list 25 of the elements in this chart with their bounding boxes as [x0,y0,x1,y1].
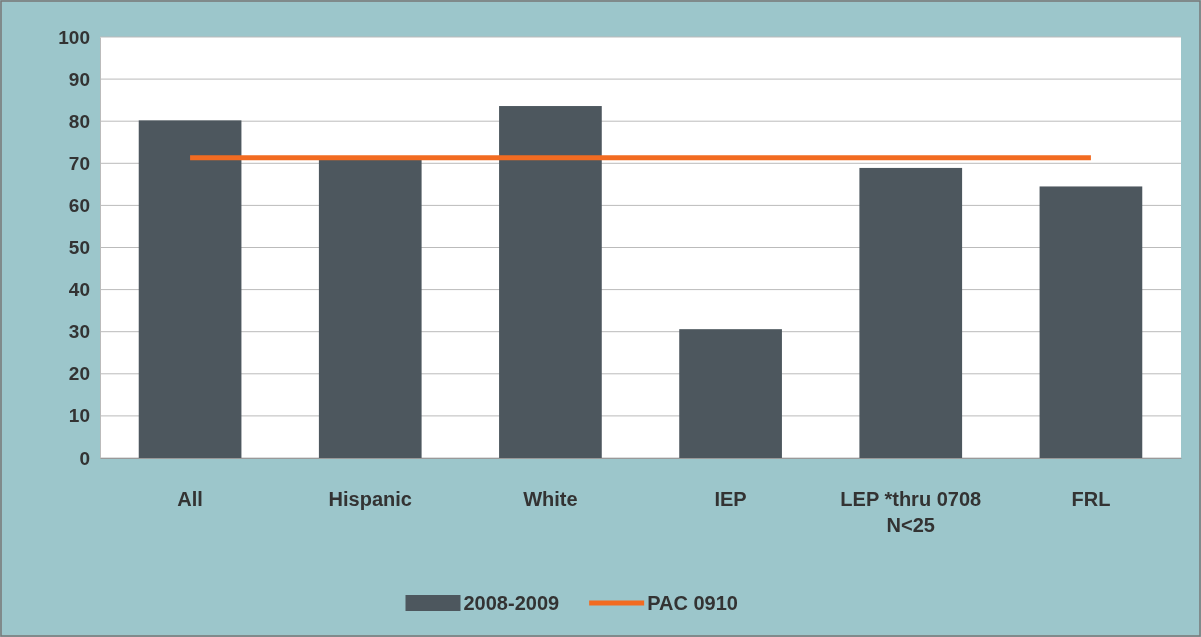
y-tick-label: 70 [68,152,90,174]
legend-label: 2008-2009 [463,592,560,614]
y-tick-label: 100 [58,26,90,48]
bar [1039,186,1143,458]
y-tick-label: 0 [79,447,90,469]
y-tick-label: 80 [68,110,90,132]
x-tick-label: Hispanic [328,488,412,510]
y-tick-label: 50 [68,237,90,259]
y-tick-label: 20 [68,363,90,385]
bar [499,106,602,458]
legend-label: PAC 0910 [647,592,738,614]
x-tick-label: All [177,488,203,510]
x-tick-label: White [523,488,578,510]
bar [138,120,242,458]
y-tick-label: 10 [68,405,90,427]
bar [679,329,782,458]
bar [859,167,963,458]
x-tick-label: FRL [1071,488,1111,510]
y-tick-label: 60 [68,194,90,216]
y-tick-label: 30 [68,321,90,343]
y-tick-label: 40 [68,279,90,301]
bar [318,159,422,458]
x-tick-label: IEP [714,488,747,510]
x-tick-label: LEP *thru 0708 N<25 [840,488,982,536]
y-tick-label: 90 [68,68,90,90]
